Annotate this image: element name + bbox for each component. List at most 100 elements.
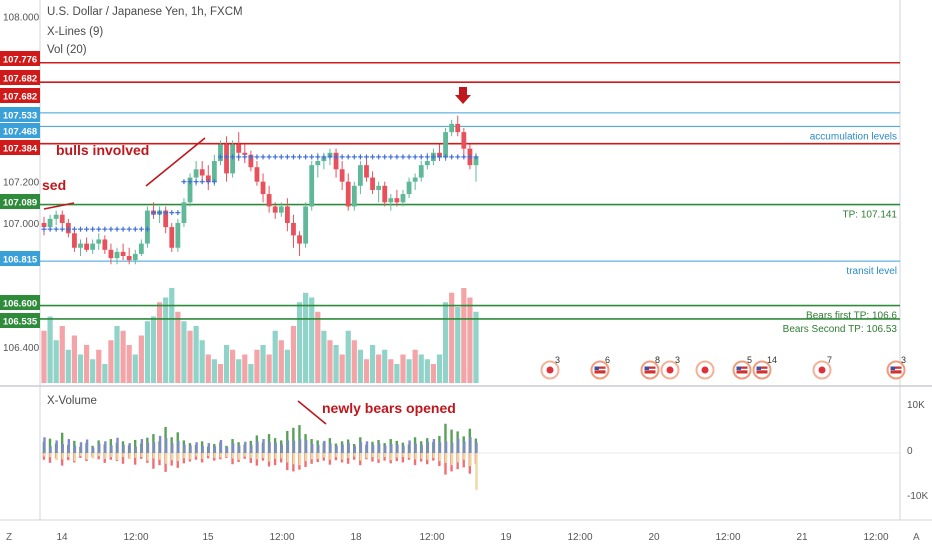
us-flag-canton (890, 366, 895, 370)
xvolume-bar (329, 443, 332, 453)
indicator-volume-label[interactable]: Vol (20) (47, 44, 87, 56)
xvolume-bar (444, 453, 448, 463)
price-level-badge (0, 70, 40, 85)
volume-bar (242, 354, 248, 383)
volume-bar (321, 330, 327, 383)
xvolume-bar (390, 444, 393, 453)
xvolume-bar (61, 444, 64, 453)
xvolume-bar (450, 453, 454, 466)
event-count: 3 (555, 355, 560, 365)
xvolume-bar (67, 439, 71, 453)
xvolume-bar (335, 453, 338, 458)
volume-bar (144, 321, 151, 383)
volume-bar (90, 359, 96, 383)
xvolume-bar (274, 453, 277, 459)
xvolume-bar (73, 445, 77, 453)
volume-bar (327, 340, 333, 383)
xvolume-bar (274, 442, 277, 453)
level-note: TP: 107.141 (843, 210, 898, 221)
us-flag-canton (594, 366, 599, 370)
volume-bar (181, 321, 187, 383)
volume-bar (424, 359, 430, 383)
volume-bar (442, 302, 449, 383)
candle-body (449, 123, 455, 133)
event-count: 3 (901, 355, 906, 365)
candle-body (412, 177, 418, 182)
event-count: 7 (827, 355, 832, 365)
volume-bar (461, 288, 467, 383)
xvolume-bar (402, 453, 405, 458)
candle-body (205, 175, 211, 182)
xvolume-bar (280, 444, 283, 453)
jp-flag-icon (546, 366, 554, 374)
xvolume-bar (341, 453, 344, 460)
volume-bar (339, 354, 345, 383)
volume-bar (303, 292, 309, 383)
xvolume-bar (128, 443, 131, 453)
price-level-badge-label: 107.533 (3, 111, 37, 122)
xvolume-bar (292, 453, 296, 465)
us-flag-canton (756, 366, 761, 370)
xvolume-bar (408, 453, 411, 458)
candle-body (376, 185, 382, 190)
candle-body (187, 177, 193, 203)
xvolume-bar (110, 445, 113, 453)
volume-bar (157, 302, 163, 383)
xvolume-bar (377, 453, 381, 460)
xvolume-bar (79, 453, 83, 457)
candle-body (41, 222, 47, 228)
volume-bar (150, 316, 157, 383)
xvolume-bar (402, 445, 405, 453)
xvolume-bar (317, 444, 320, 453)
candle-body (114, 251, 120, 259)
event-count: 3 (675, 355, 680, 365)
volume-bar (138, 335, 144, 383)
indicator-xlines-label[interactable]: X-Lines (9) (47, 26, 104, 38)
volume-bar (126, 345, 132, 383)
zoom-reset-button[interactable]: Z (6, 532, 12, 543)
xvolume-bar (280, 453, 283, 459)
xvolume-pane-title[interactable]: X-Volume (47, 395, 97, 407)
xvolume-bar (133, 439, 137, 453)
candle-body (193, 169, 199, 178)
xvolume-bar (231, 453, 235, 459)
volume-bar (290, 326, 297, 383)
candle-body (163, 210, 169, 228)
volume-bar (120, 330, 126, 383)
xvolume-bar (396, 453, 399, 458)
us-flag-canton (644, 366, 649, 370)
candle-body (96, 239, 102, 244)
candle-body (284, 206, 290, 223)
volume-bar (266, 354, 272, 383)
jp-flag-icon (666, 366, 674, 374)
annotation-bulls-involved: bulls involved (56, 142, 149, 158)
price-level-badge-label: 107.682 (3, 74, 37, 85)
xvolume-bar (244, 441, 247, 453)
candle-body (291, 222, 296, 236)
xvolume-bar (365, 453, 369, 458)
candle-body (400, 194, 406, 203)
xvolume-bar (43, 453, 46, 457)
xvolume-bar (286, 453, 290, 463)
xvolume-bar (177, 440, 180, 453)
volume-bar (315, 311, 321, 383)
xvolume-bar (329, 453, 332, 460)
volume-bar (47, 316, 53, 383)
volume-bar (193, 326, 199, 383)
auto-scale-button[interactable]: A (913, 532, 920, 543)
xvolume-bar (341, 444, 344, 453)
xvolume-bar (268, 453, 271, 462)
candle-body (303, 206, 309, 244)
time-tick-label: 12:00 (269, 532, 294, 543)
price-level-badge (0, 295, 40, 310)
xvolume-bar (311, 444, 314, 453)
volume-bar (467, 297, 473, 383)
price-tick-label: 107.000 (3, 219, 40, 230)
candle-body (138, 243, 144, 254)
level-note: Bears first TP: 106.6 (806, 311, 897, 322)
candle-body (406, 181, 412, 195)
volume-bar (388, 359, 394, 383)
volume-bar (77, 354, 84, 383)
xvolume-tick-label: 0 (907, 446, 913, 457)
